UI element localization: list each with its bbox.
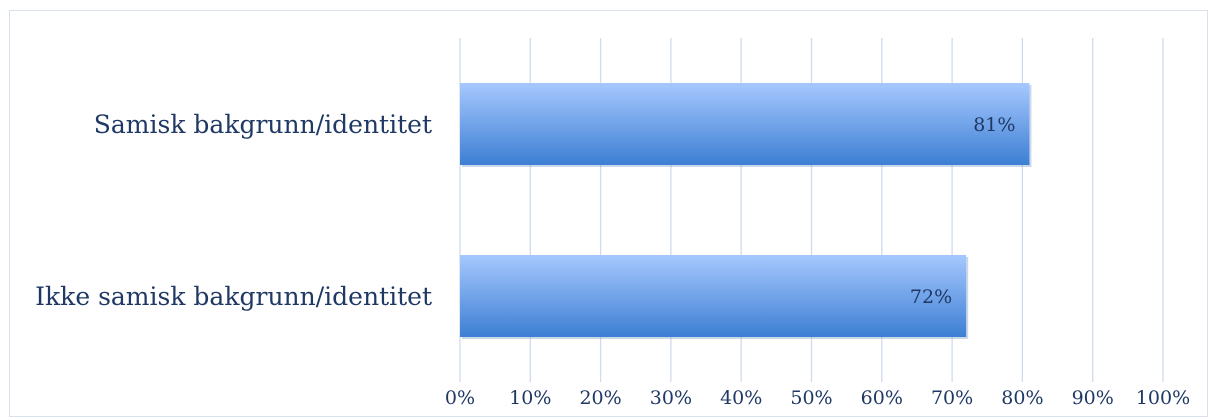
x-tick-label: 40%: [720, 387, 762, 409]
bar-value-label: 72%: [910, 286, 952, 308]
x-tick-label: 90%: [1072, 387, 1114, 409]
labels: 0% 10% 20% 30% 40% 50% 60% 70% 80% 90% 100% 81% Sami…: [35, 110, 1190, 409]
x-tick-label: 100%: [1136, 387, 1190, 409]
bar: [460, 255, 967, 337]
category-label: Samisk bakgrunn/identitet: [94, 110, 432, 139]
x-tick-label: 0%: [445, 387, 475, 409]
x-tick-label: 50%: [790, 387, 832, 409]
bars: [460, 83, 1032, 339]
x-tick-label: 70%: [931, 387, 973, 409]
x-tick-label: 20%: [579, 387, 621, 409]
x-tick-label: 30%: [650, 387, 692, 409]
bar: [460, 83, 1030, 165]
x-tick-label: 80%: [1001, 387, 1043, 409]
category-label: Ikke samisk bakgrunn/identitet: [35, 282, 432, 311]
bar-value-label: 81%: [973, 114, 1015, 136]
x-tick-label: 60%: [861, 387, 903, 409]
x-tick-label: 10%: [509, 387, 551, 409]
chart-frame: [9, 10, 1208, 417]
